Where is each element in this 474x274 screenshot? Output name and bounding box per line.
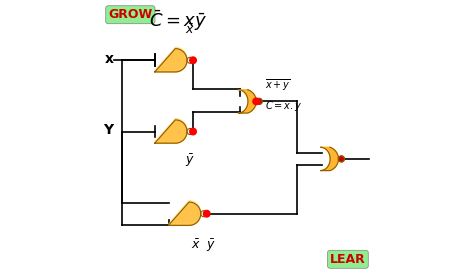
Circle shape [203,210,210,217]
Polygon shape [155,49,187,72]
Polygon shape [155,47,187,70]
Text: $\bar{x}$: $\bar{x}$ [185,24,195,37]
Circle shape [256,98,262,104]
Polygon shape [155,118,187,142]
Text: $\overline{x+y}$: $\overline{x+y}$ [265,77,291,93]
Polygon shape [168,201,201,224]
Circle shape [253,98,259,105]
Text: Y: Y [104,123,114,137]
Polygon shape [168,202,201,225]
Text: $\bar{y}$: $\bar{y}$ [185,152,195,169]
Polygon shape [320,147,338,170]
Text: GROW: GROW [108,8,153,21]
Circle shape [338,156,345,162]
Polygon shape [238,90,256,113]
Text: x: x [105,52,114,66]
Circle shape [190,57,196,64]
Text: $C = x.y$: $C = x.y$ [265,99,302,113]
Circle shape [190,128,196,135]
Text: $\bar{x}$  $\bar{y}$: $\bar{x}$ $\bar{y}$ [191,237,217,253]
Text: $\bar{C} = x\bar{y}$: $\bar{C} = x\bar{y}$ [149,8,208,33]
Polygon shape [155,120,187,143]
Text: LEAR: LEAR [330,253,366,266]
